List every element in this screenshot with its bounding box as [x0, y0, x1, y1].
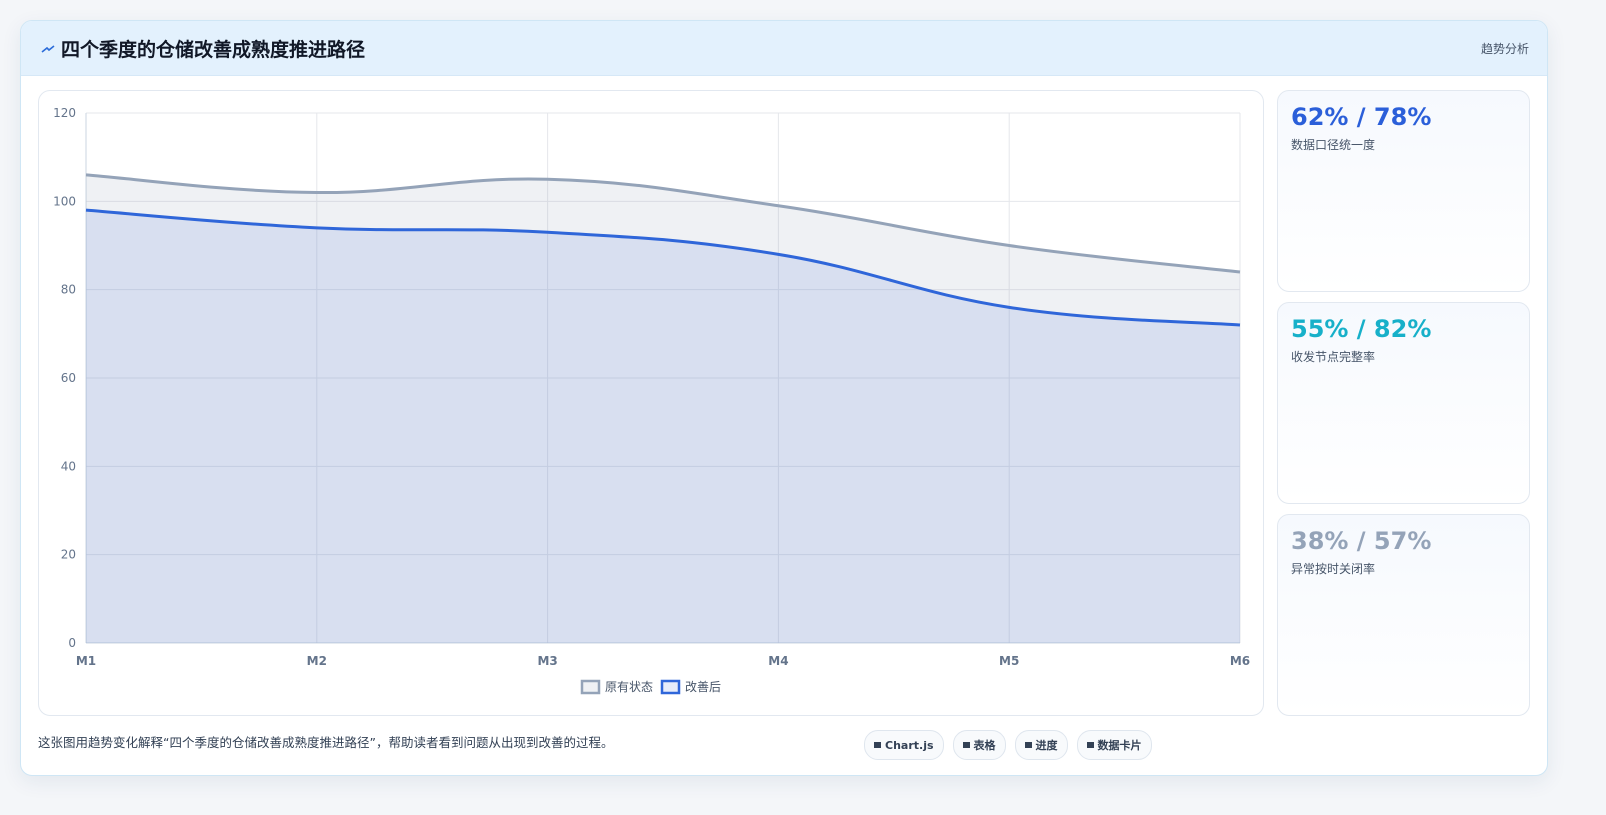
x-tick-label: M6	[1230, 654, 1250, 668]
stat-card: 38% / 57% 异常按时关闭率	[1277, 514, 1530, 716]
chart-container: 0 20 40 60 80 100 120 M1 M2 M3 M4 M5 M6 原有状态 改善后	[38, 90, 1264, 716]
tag-icon	[1086, 742, 1094, 748]
area	[86, 174, 1240, 643]
x-tick-label: M5	[999, 654, 1019, 668]
tag-text: 数据卡片	[1097, 739, 1142, 752]
y-tick-label: 120	[53, 106, 76, 120]
header-icon	[41, 45, 55, 53]
line	[85, 173, 1241, 274]
y-tick-label: 100	[53, 194, 76, 208]
tag-text: 表格	[973, 739, 996, 752]
y-tick-label: 40	[61, 459, 76, 473]
area	[86, 210, 1240, 643]
header-tag: 趋势分析	[1480, 42, 1529, 56]
y-tick-label: 80	[61, 283, 76, 297]
legend-swatch	[660, 679, 681, 695]
stat-label: 异常按时关闭率	[1291, 562, 1376, 576]
stat-label: 收发节点完整率	[1291, 350, 1376, 364]
header: 四个季度的仓储改善成熟度推进路径 趋势分析	[21, 21, 1547, 76]
tag-text: 进度	[1035, 739, 1058, 752]
stat-value: 55% / 82%	[1291, 315, 1432, 343]
stat-card: 55% / 82% 收发节点完整率	[1277, 302, 1530, 504]
tag-pill[interactable]: 进度	[1014, 730, 1068, 760]
stat-value: 38% / 57%	[1291, 527, 1432, 555]
x-tick-label: M3	[537, 654, 557, 668]
y-tick-label: 60	[61, 371, 76, 385]
tag-pill[interactable]: 表格	[952, 730, 1006, 760]
line	[85, 208, 1241, 327]
stat-label: 数据口径统一度	[1291, 138, 1376, 152]
tag-pill[interactable]: 数据卡片	[1076, 730, 1152, 760]
tag-pill[interactable]: Chart.js	[864, 730, 944, 760]
tag-icon	[962, 742, 970, 748]
legend-swatch	[580, 679, 601, 695]
tag-icon	[1024, 742, 1032, 748]
y-tick-label: 20	[61, 548, 76, 562]
legend-label: 改善后	[685, 679, 721, 694]
stat-value: 62% / 78%	[1291, 103, 1432, 131]
panel: 四个季度的仓储改善成熟度推进路径 趋势分析 0 20 40 60 80 100 120 M1 M…	[20, 20, 1548, 776]
title: 四个季度的仓储改善成熟度推进路径	[61, 39, 366, 61]
legend-label: 原有状态	[605, 680, 653, 694]
tag-text: Chart.js	[885, 738, 934, 752]
y-tick-label: 0	[68, 636, 76, 650]
chart: 0 20 40 60 80 100 120 M1 M2 M3 M4 M5 M6 原有状态 改善后	[53, 106, 1250, 695]
footer-text: 这张图用趋势变化解释“四个季度的仓储改善成熟度推进路径”，帮助读者看到问题从出现…	[38, 735, 614, 750]
x-tick-label: M1	[76, 654, 96, 668]
stat-card: 62% / 78% 数据口径统一度	[1277, 90, 1530, 292]
tag-list: Chart.js 表格 进度 数据卡片	[864, 730, 1152, 760]
tag-icon	[874, 742, 881, 748]
x-tick-label: M4	[768, 654, 788, 668]
x-tick-label: M2	[307, 654, 327, 668]
